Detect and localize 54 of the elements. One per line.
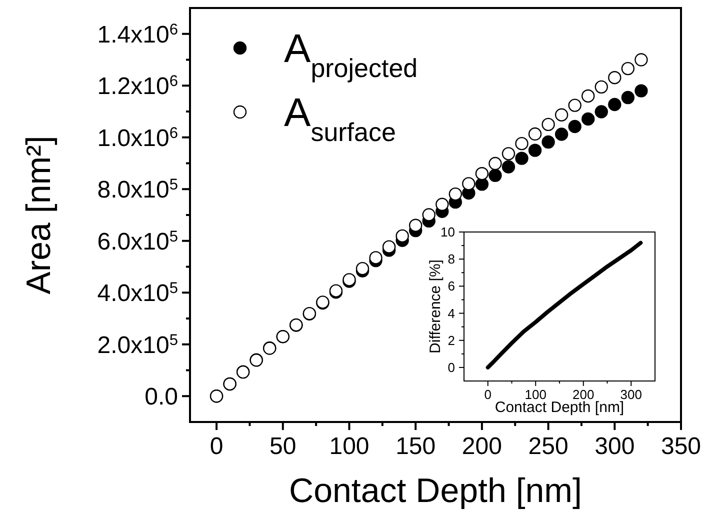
y-tick-label: 6 [448,278,455,294]
point [634,84,648,98]
y-tick-label: 4.0x10$^{5}$ [97,280,178,308]
point [515,152,528,165]
point [408,218,422,232]
line-series [486,240,643,370]
y-tick-label: 8 [448,252,455,267]
x-tick-label: 0 [484,387,492,402]
point [621,90,635,104]
y-tick-label: 1.4x10$^{6}$ [97,20,178,48]
point [396,229,409,243]
y-tick-label: 4 [448,306,455,321]
x-axis-title: Contact Depth [nm] [289,472,582,510]
y-tick-label: 1.2x10$^{6}$ [97,72,178,100]
x-tick-label: 300 [620,387,642,402]
point [582,112,595,126]
x-tick-label: 100 [524,387,546,402]
y-axis-title: Area [nm²] [20,136,58,294]
point [594,105,608,118]
y-tick-label: 10 [440,224,455,240]
y-tick-label: 0.0 [144,384,178,411]
x-tick-label: 100 [329,433,370,460]
legend-label: A$_{projected}$ [284,27,418,83]
point [488,168,502,182]
y-tick-label: 8.0x10$^{5}$ [97,176,178,204]
x-tick-label: 200 [572,387,594,402]
point [608,98,622,112]
x-axis-title: Contact Depth [nm] [494,399,624,416]
y-tick-label: 6.0x10$^{5}$ [97,228,178,256]
x-tick-label: 50 [270,433,296,460]
y-tick-label: 1.0x10$^{6}$ [97,124,178,152]
x-tick-label: 0 [210,433,224,460]
point [382,240,396,254]
point [528,144,542,157]
point [542,135,555,149]
point [554,128,568,141]
point [568,120,582,134]
point [422,208,436,222]
y-tick-label: 2 [448,332,455,348]
point [436,198,449,211]
point [502,160,516,174]
point [369,251,382,264]
x-tick-label: 200 [462,433,502,460]
point [448,187,462,201]
point [356,262,370,276]
legend-label: A$_{surface}$ [284,91,396,147]
x-tick-label: 300 [594,433,635,460]
y-axis-title: Difference [%] [427,260,444,354]
y-tick-label: 0 [448,360,455,376]
point [475,178,489,191]
x-tick-label: 250 [528,433,568,460]
x-tick-label: 150 [396,433,436,460]
x-tick-label: 350 [660,433,702,460]
y-tick-label: 2.0x10$^{5}$ [97,331,178,359]
